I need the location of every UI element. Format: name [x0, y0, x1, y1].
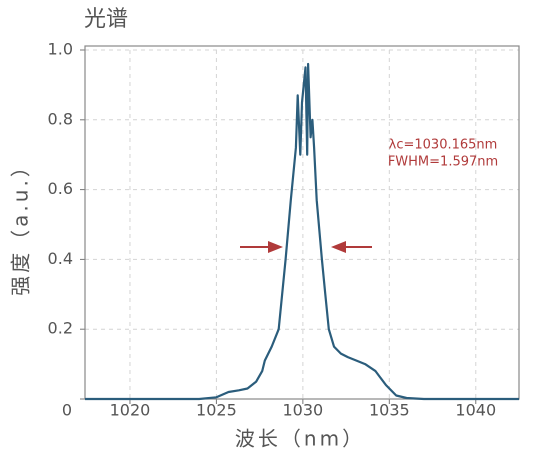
y-tick-label: 0.2: [48, 319, 73, 338]
x-tick-label: 1025: [196, 401, 237, 420]
x-tick-label: 1030: [283, 401, 324, 420]
annotation: λc=1030.165nm: [389, 138, 498, 153]
y-tick-label: 0: [62, 401, 72, 420]
x-tick-label: 1035: [369, 401, 410, 420]
spectrum-line: [85, 62, 519, 401]
y-axis-label: 强度（a.u.）: [9, 154, 33, 296]
x-axis-label: 波长（nm）: [235, 427, 365, 451]
y-tick-label: 0.8: [48, 109, 73, 128]
y-tick-label: 0.4: [48, 249, 73, 268]
y-tick-label: 0.6: [48, 179, 73, 198]
chart-title: 光谱: [84, 7, 128, 32]
annotation: FWHM=1.597nm: [388, 155, 498, 170]
x-tick-label: 1020: [110, 401, 151, 420]
arrows: [240, 241, 372, 253]
plot-frame: [84, 45, 520, 400]
y-tick-label: 1.0: [48, 40, 73, 59]
x-tick-label: 1040: [455, 401, 496, 420]
